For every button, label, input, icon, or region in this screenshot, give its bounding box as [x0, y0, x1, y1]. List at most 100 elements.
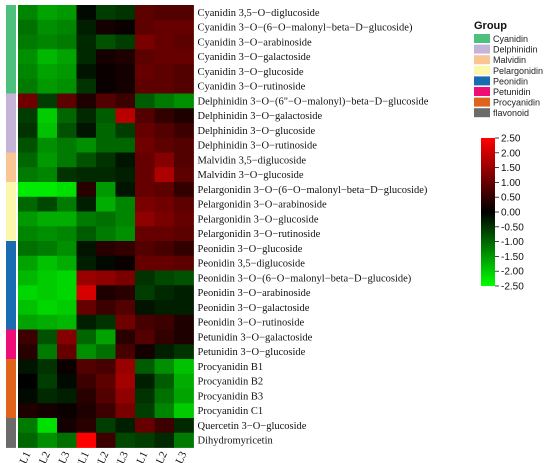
- heatmap-cell: [57, 78, 77, 94]
- heatmap-cell: [57, 167, 77, 183]
- group-bar-segment: [6, 270, 16, 286]
- group-legend-label: Pelargonidin: [493, 66, 543, 76]
- heatmap-cell: [18, 270, 38, 286]
- heatmap-cell: [174, 211, 194, 227]
- heatmap-cell: [76, 167, 97, 183]
- heatmap-cell: [115, 255, 136, 271]
- heatmap-cell: [135, 196, 155, 212]
- heatmap-cell: [76, 373, 97, 389]
- group-bar-segment: [6, 93, 16, 109]
- group-legend-label: Delphinidin: [493, 45, 538, 55]
- heatmap-cell: [135, 418, 155, 434]
- heatmap-cell: [18, 359, 38, 375]
- heatmap-cell: [96, 388, 116, 404]
- heatmap-cell: [96, 285, 116, 301]
- group-bar-segment: [6, 388, 16, 404]
- heatmap-cell: [37, 241, 58, 257]
- heatmap-cell: [76, 329, 97, 345]
- group-legend: Group CyanidinDelphinidinMalvidinPelargo…: [474, 20, 543, 118]
- heatmap-cell: [37, 300, 58, 316]
- group-legend-label: Cyanidin: [493, 34, 528, 44]
- heatmap-cell: [76, 418, 97, 434]
- heatmap-cell: [37, 137, 58, 153]
- heatmap-cell: [115, 329, 136, 345]
- heatmap-cell: [135, 78, 155, 94]
- heatmap-cell: [37, 34, 58, 50]
- group-bar-segment: [6, 123, 16, 139]
- heatmap-cell: [76, 285, 97, 301]
- group-bar-segment: [6, 241, 16, 257]
- heatmap-cell: [174, 196, 194, 212]
- column-label: GL1: [14, 450, 33, 463]
- heatmap-cell: [154, 64, 175, 80]
- heatmap-cell: [57, 19, 77, 35]
- heatmap-cell: [115, 123, 136, 139]
- heatmap-cell: [57, 123, 77, 139]
- row-label: Peonidin 3,5−diglucoside: [198, 259, 306, 270]
- group-bar-segment: [6, 196, 16, 212]
- heatmap-cell: [174, 270, 194, 286]
- group-bar-segment: [6, 152, 16, 168]
- heatmap-cell: [154, 108, 175, 124]
- heatmap-cell: [76, 5, 97, 21]
- group-legend-swatch: [474, 87, 490, 96]
- group-bar-segment: [6, 329, 16, 345]
- heatmap-cell: [174, 137, 194, 153]
- heatmap-cell: [154, 93, 175, 109]
- heatmap-cell: [174, 255, 194, 271]
- row-label: Cyanidin 3−O−rutinoside: [198, 82, 306, 93]
- heatmap-cell: [76, 211, 97, 227]
- heatmap-cell: [115, 49, 136, 65]
- heatmap-cell: [154, 373, 175, 389]
- heatmap-cell: [174, 344, 194, 360]
- heatmap-cell: [76, 344, 97, 360]
- color-scale-tick-label: -0.50: [501, 222, 524, 233]
- heatmap-cell: [37, 329, 58, 345]
- heatmap-cell: [76, 314, 97, 330]
- heatmap-cell: [37, 49, 58, 65]
- heatmap-cell: [135, 182, 155, 198]
- heatmap-cell: [57, 344, 77, 360]
- heatmap-cell: [115, 285, 136, 301]
- heatmap-cell: [57, 300, 77, 316]
- row-label: Procyanidin B3: [198, 391, 264, 402]
- heatmap-cell: [154, 403, 175, 419]
- heatmap-cell: [174, 418, 194, 434]
- heatmap-cell: [76, 93, 97, 109]
- heatmap-cell: [57, 226, 77, 242]
- color-scale-tick-label: -1.00: [501, 237, 524, 248]
- heatmap-cell: [76, 403, 97, 419]
- row-label: Pelargonidin 3−O−arabinoside: [198, 200, 328, 211]
- heatmap-cell: [154, 329, 175, 345]
- group-annotation-bar: [6, 5, 16, 448]
- heatmap-cell: [57, 34, 77, 50]
- heatmap-cell: [135, 108, 155, 124]
- column-label: PRL1: [129, 450, 151, 463]
- heatmap-cell: [174, 78, 194, 94]
- row-label: Pelargonidin 3−O−(6−O−malonyl−beta−D−glu…: [198, 185, 428, 196]
- heatmap-cell: [115, 344, 136, 360]
- heatmap-cell: [96, 137, 116, 153]
- heatmap-cell: [96, 123, 116, 139]
- row-label: Pelargonidin 3−O−glucoside: [198, 214, 319, 225]
- heatmap-cell: [135, 34, 155, 50]
- heatmap-cell: [96, 211, 116, 227]
- heatmap-cell: [18, 182, 38, 198]
- heatmap-cell: [154, 211, 175, 227]
- heatmap-cell: [57, 49, 77, 65]
- heatmap-cell: [76, 19, 97, 35]
- group-bar-segment: [6, 432, 16, 448]
- heatmap-cell: [154, 152, 175, 168]
- heatmap-cell: [174, 403, 194, 419]
- heatmap-cell: [135, 300, 155, 316]
- heatmap-cell: [154, 123, 175, 139]
- heatmap-cell: [154, 359, 175, 375]
- heatmap-cell: [154, 270, 175, 286]
- row-label: Petunidin 3−O−galactoside: [198, 332, 313, 343]
- heatmap-cell: [18, 167, 38, 183]
- heatmap-cell: [76, 78, 97, 94]
- heatmap-cell: [37, 93, 58, 109]
- row-label: Delphinidin 3−O−rutinoside: [198, 141, 318, 152]
- heatmap-cell: [18, 300, 38, 316]
